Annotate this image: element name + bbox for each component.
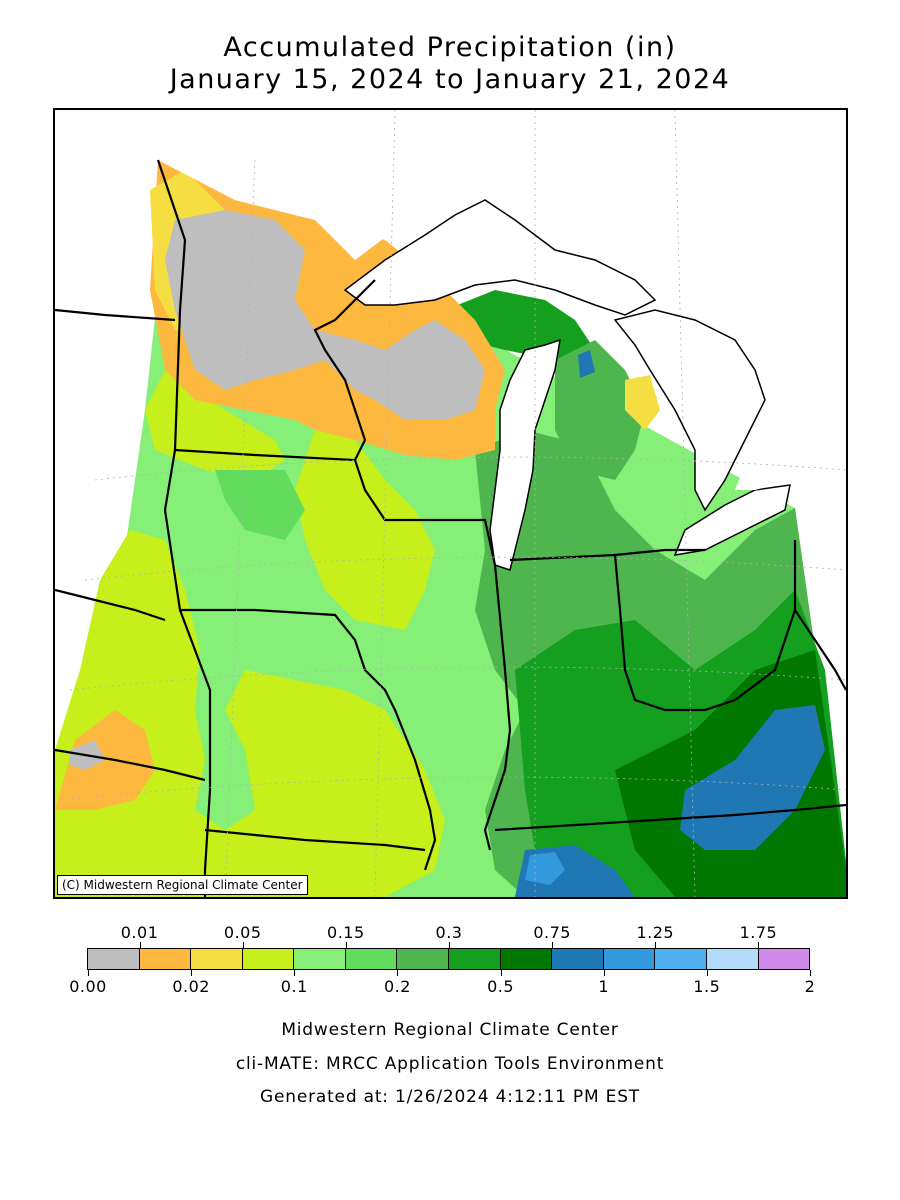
color-legend — [87, 948, 811, 970]
precip-zone-west — [55, 530, 445, 897]
lake-superior — [343, 199, 657, 316]
precip-zone-north — [145, 370, 285, 480]
legend-tick — [500, 970, 502, 976]
legend-swatch — [602, 948, 656, 970]
map-canvas — [55, 110, 846, 897]
legend-swatch — [757, 948, 811, 970]
legend-swatch — [448, 948, 501, 970]
precipitation-map: (C) Midwestern Regional Climate Center — [53, 108, 848, 899]
legend-label-top: 1.25 — [636, 923, 675, 942]
precip-zone-green-1 — [215, 470, 305, 540]
credit-organization: Midwestern Regional Climate Center — [281, 1020, 619, 1040]
legend-swatch — [654, 948, 707, 970]
lake-huron — [613, 309, 766, 512]
legend-label-bottom: 0.02 — [172, 977, 210, 996]
legend-swatch — [87, 948, 140, 970]
legend-label-top: 0.05 — [223, 923, 262, 942]
legend-tick — [88, 970, 89, 976]
canada-land — [55, 110, 846, 540]
legend-label-bottom: 0.2 — [383, 977, 411, 996]
precip-zone-blue-mi — [578, 350, 595, 378]
legend-swatch — [705, 948, 759, 970]
legend-tick — [449, 942, 450, 948]
precip-zone-blue-east — [680, 705, 825, 850]
map-title: Accumulated Precipitation (in) — [223, 32, 677, 63]
legend-tick — [294, 970, 296, 976]
legend-label-bottom: 1.5 — [693, 977, 721, 996]
legend-label-bottom: 0.00 — [69, 977, 107, 996]
legend-label-bottom: 2 — [804, 977, 816, 996]
legend-label-top: 0.15 — [327, 923, 365, 942]
legend-label-bottom: 0.1 — [280, 977, 308, 996]
precip-zone-michigan — [555, 340, 645, 480]
precip-zone-gray-north — [165, 210, 485, 420]
legend-tick — [139, 942, 141, 948]
legend-swatch — [344, 948, 398, 970]
legend-label-top: 0.3 — [435, 923, 463, 942]
legend-tick — [603, 970, 605, 976]
legend-swatch — [190, 948, 243, 970]
map-date-range: January 15, 2024 to January 21, 2024 — [169, 64, 731, 95]
graticule — [59, 110, 846, 897]
legend-tick — [552, 942, 554, 948]
legend-color-bar — [87, 948, 811, 970]
legend-tick — [758, 942, 760, 948]
legend-tick — [242, 942, 244, 948]
lake-erie — [673, 484, 791, 556]
legend-swatch — [551, 948, 604, 970]
legend-tick — [655, 942, 657, 948]
legend-swatch — [138, 948, 192, 970]
lake-michigan — [489, 338, 561, 571]
legend-tick — [397, 970, 399, 976]
legend-label-top: 1.75 — [739, 923, 778, 942]
legend-swatch — [396, 948, 450, 970]
legend-swatch — [293, 948, 346, 970]
precip-zone-yellow-mi — [625, 375, 660, 430]
credit-generated-time: Generated at: 1/26/2024 4:12:11 PM EST — [260, 1087, 640, 1107]
legend-tick — [345, 942, 347, 948]
state-boundaries — [55, 159, 846, 897]
legend-tick — [810, 970, 811, 976]
legend-label-bottom: 1 — [598, 977, 610, 996]
legend-tick — [706, 970, 708, 976]
legend-label-bottom: 0.5 — [487, 977, 515, 996]
precip-zone-central — [295, 430, 435, 630]
legend-swatch — [241, 948, 295, 970]
legend-swatch — [499, 948, 553, 970]
map-copyright: (C) Midwestern Regional Climate Center — [57, 875, 308, 895]
legend-tick — [191, 970, 193, 976]
credit-application: cli-MATE: MRCC Application Tools Environ… — [235, 1054, 665, 1074]
legend-label-top: 0.75 — [533, 923, 571, 942]
legend-label-top: 0.01 — [120, 923, 159, 942]
